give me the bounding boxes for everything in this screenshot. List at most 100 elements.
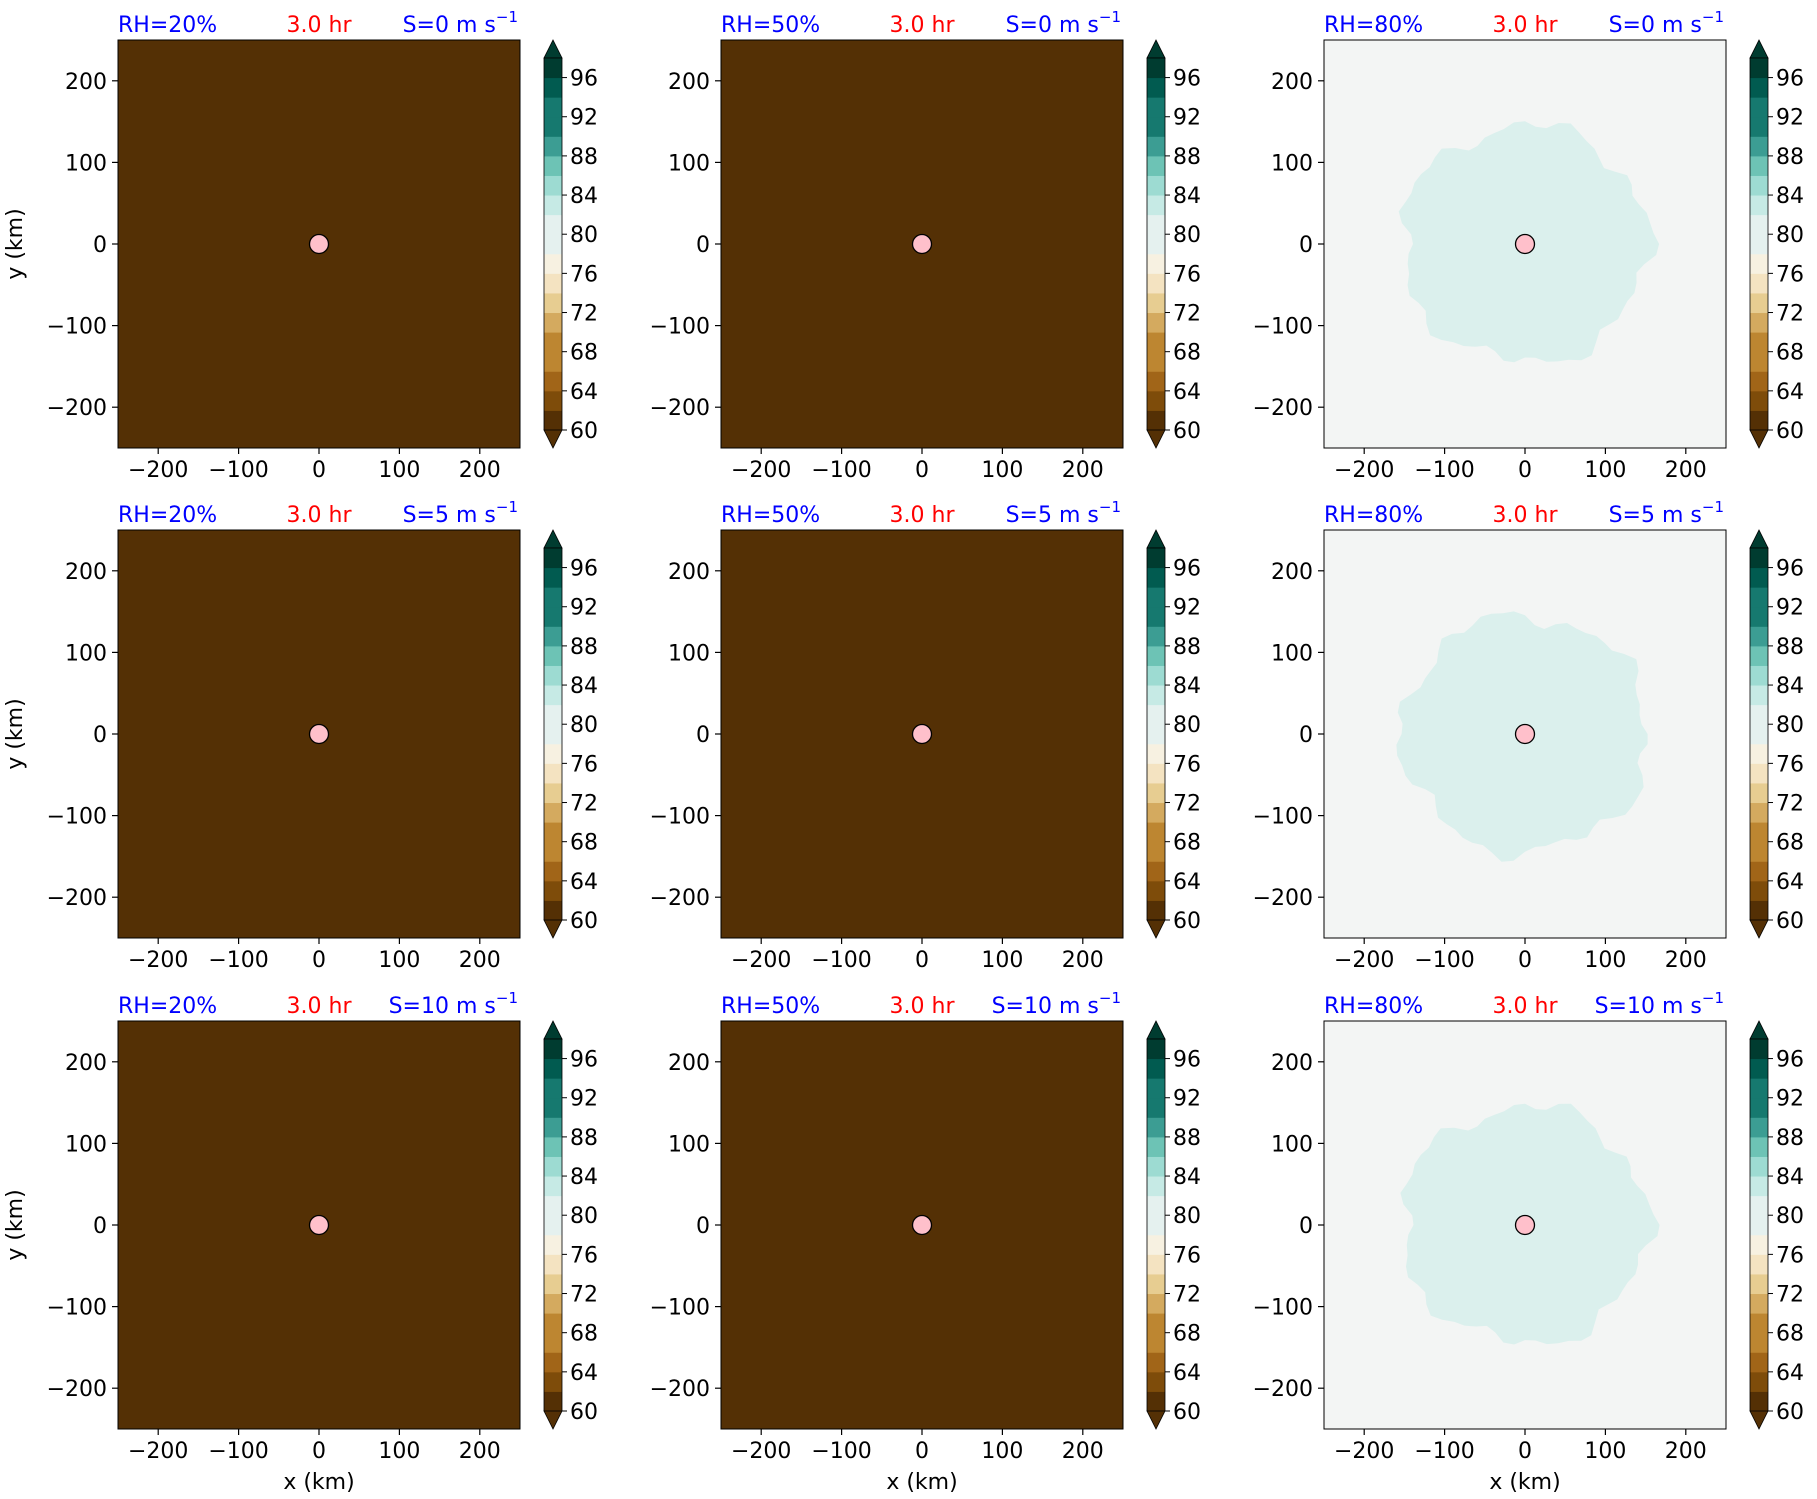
- rh-label: RH=20%: [118, 13, 217, 38]
- colorbar-segment: [1750, 567, 1768, 588]
- colorbar-segment: [544, 587, 562, 608]
- colorbar-segment: [1750, 606, 1768, 627]
- colorbar-segment: [1147, 900, 1165, 921]
- x-tick-label: 100: [981, 458, 1023, 483]
- y-axis-label: y (km): [3, 208, 28, 279]
- colorbar-segment: [544, 861, 562, 882]
- colorbar-segment: [1147, 136, 1165, 157]
- colorbar-tick-label: 68: [570, 831, 598, 856]
- y-tick-label: 100: [1271, 641, 1313, 666]
- colorbar-tick-label: 92: [1173, 106, 1201, 131]
- colorbar-segment: [1750, 1039, 1768, 1060]
- x-tick-label: 0: [312, 1439, 326, 1464]
- colorbar-tick-label: 80: [570, 713, 598, 738]
- colorbar-tick-label: 84: [1173, 674, 1201, 699]
- colorbar-tick-label: 72: [570, 302, 598, 327]
- colorbar-segment: [544, 253, 562, 274]
- colorbar-segment: [544, 1254, 562, 1275]
- colorbar-tick-label: 84: [570, 674, 598, 699]
- colorbar-tick-label: 80: [1173, 713, 1201, 738]
- colorbar-segment: [1750, 273, 1768, 294]
- colorbar-segment: [1147, 645, 1165, 666]
- colorbar-extend-min: [543, 429, 563, 449]
- colorbar-tick-label: 64: [570, 870, 598, 895]
- x-tick-label: −100: [1414, 458, 1474, 483]
- x-tick-label: 100: [1584, 1439, 1626, 1464]
- colorbar-tick-label: 88: [570, 145, 598, 170]
- colorbar-segment: [544, 292, 562, 314]
- colorbar-segment: [1750, 626, 1768, 647]
- colorbar-tick-label: 64: [1776, 1361, 1804, 1386]
- colorbar-segment: [1750, 116, 1768, 137]
- colorbar-tick-label: 92: [1173, 1087, 1201, 1112]
- colorbar-tick-label: 76: [570, 262, 598, 287]
- colorbar-tick-label: 80: [1173, 223, 1201, 248]
- x-tick-label: 200: [1062, 458, 1104, 483]
- colorbar-segment: [544, 567, 562, 588]
- x-tick-label: 0: [1518, 458, 1532, 483]
- colorbar-tick-label: 80: [1776, 223, 1804, 248]
- y-tick-label: 100: [668, 1132, 710, 1157]
- colorbar-tick-label: 64: [1173, 1361, 1201, 1386]
- x-tick-label: −100: [208, 1439, 268, 1464]
- colorbar-segment: [544, 704, 562, 725]
- x-tick-label: −200: [1334, 948, 1394, 973]
- colorbar-segment: [1750, 861, 1768, 882]
- colorbar-segment: [544, 1176, 562, 1197]
- x-tick-label: −100: [811, 458, 871, 483]
- time-label: 3.0 hr: [890, 994, 956, 1019]
- y-tick-label: −200: [1253, 886, 1313, 911]
- time-label: 3.0 hr: [890, 13, 956, 38]
- y-tick-label: 0: [1299, 233, 1313, 258]
- colorbar-segment: [1147, 704, 1165, 725]
- y-tick-label: −200: [650, 886, 710, 911]
- colorbar-segment: [1147, 1215, 1165, 1236]
- x-axis-label: x (km): [283, 1470, 354, 1495]
- colorbar-extend-max: [543, 529, 563, 549]
- colorbar-segment: [1750, 822, 1768, 843]
- colorbar-tick-label: 84: [1173, 1165, 1201, 1190]
- shear-label: S=0 m s−1: [403, 8, 518, 38]
- colorbar-segment: [544, 1156, 562, 1177]
- y-tick-label: −100: [1253, 805, 1313, 830]
- time-label: 3.0 hr: [287, 994, 353, 1019]
- y-tick-label: 100: [668, 641, 710, 666]
- colorbar-segment: [544, 606, 562, 627]
- x-tick-label: −100: [208, 948, 268, 973]
- colorbar-segment: [1147, 234, 1165, 255]
- y-tick-label: 200: [668, 560, 710, 585]
- colorbar-segment: [544, 1293, 562, 1314]
- colorbar-tick-label: 68: [570, 341, 598, 366]
- rh-label: RH=20%: [118, 994, 217, 1019]
- colorbar-segment: [1750, 1058, 1768, 1079]
- colorbar-tick-label: 84: [570, 1165, 598, 1190]
- colorbar-tick-label: 92: [570, 106, 598, 131]
- colorbar-extend-max: [1146, 39, 1166, 59]
- colorbar-segment: [1750, 1215, 1768, 1236]
- colorbar-segment: [1750, 1195, 1768, 1216]
- y-tick-label: 100: [1271, 1132, 1313, 1157]
- colorbar-extend-min: [1146, 429, 1166, 449]
- time-label: 3.0 hr: [1493, 994, 1559, 1019]
- colorbar-segment: [1750, 802, 1768, 823]
- colorbar-extend-min: [543, 919, 563, 939]
- time-label: 3.0 hr: [287, 503, 353, 528]
- colorbar-tick-label: 92: [1173, 596, 1201, 621]
- colorbar-tick-label: 88: [1173, 635, 1201, 660]
- colorbar-segment: [1750, 234, 1768, 255]
- colorbar-segment: [1147, 567, 1165, 588]
- colorbar-tick-label: 60: [570, 419, 598, 444]
- colorbar-segment: [1147, 1078, 1165, 1099]
- y-tick-label: 0: [696, 233, 710, 258]
- x-tick-label: 0: [915, 1439, 929, 1464]
- colorbar-segment: [1147, 743, 1165, 764]
- colorbar-segment: [1750, 1234, 1768, 1255]
- colorbar-tick-label: 96: [570, 557, 598, 582]
- colorbar-frame: [1749, 57, 1769, 431]
- colorbar-extend-min: [1749, 1410, 1769, 1430]
- colorbar-tick-label: 72: [1776, 302, 1804, 327]
- colorbar-segment: [544, 136, 562, 157]
- colorbar-tick-label: 84: [1776, 1165, 1804, 1190]
- colorbar-segment: [1750, 743, 1768, 764]
- colorbar-tick-label: 84: [570, 184, 598, 209]
